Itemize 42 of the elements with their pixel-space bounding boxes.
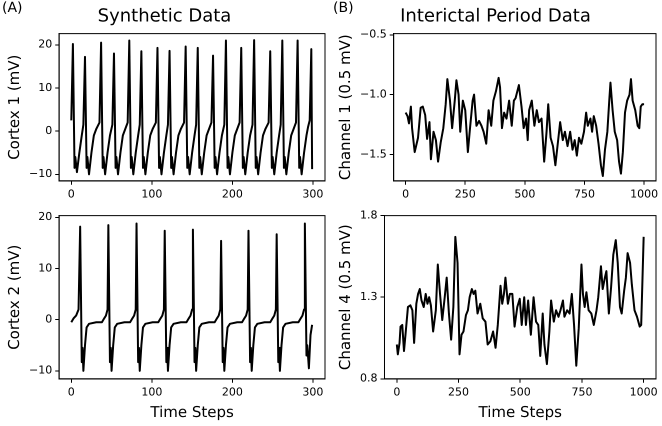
x-tick-label: 300 <box>302 187 324 200</box>
x-tick-label: 300 <box>302 385 324 398</box>
y-tick-label: 0.8 <box>360 372 378 385</box>
x-tick-label: 500 <box>514 187 536 200</box>
x-tick-label: 0 <box>68 385 75 398</box>
y-tick-label: −0.5 <box>360 28 387 41</box>
text: (A) <box>2 0 23 16</box>
chart-title: Synthetic Data <box>98 5 232 26</box>
y-axis-title: Cortex 2 (mV) <box>4 244 23 350</box>
x-tick-label: 200 <box>222 187 243 200</box>
y-tick-label: 0 <box>45 312 52 326</box>
y-tick-label: 1.3 <box>360 290 378 304</box>
x-tick-label: 0 <box>402 187 410 200</box>
y-tick-label: 20 <box>38 210 52 224</box>
chart-title: Interictal Period Data <box>400 5 591 26</box>
y-axis-title: Cortex 1 (mV) <box>4 54 23 160</box>
y-axis-title: Channel 4 (0.5 mV) <box>336 224 354 370</box>
y-tick-label: 10 <box>38 261 52 274</box>
x-tick-label: 500 <box>510 385 531 398</box>
y-tick-label: 20 <box>38 38 52 51</box>
y-tick-label: 10 <box>38 80 52 94</box>
x-tick-label: 100 <box>141 187 162 200</box>
x-tick-label: 0 <box>68 187 75 200</box>
x-tick-label: 0 <box>393 385 400 398</box>
y-tick-label: −1.5 <box>360 147 387 160</box>
x-tick-label: 750 <box>571 385 592 398</box>
y-tick-label: 1.8 <box>360 208 378 222</box>
y-tick-label: −1.0 <box>360 87 387 100</box>
x-tick-label: 250 <box>454 187 476 200</box>
x-tick-label: 1000 <box>630 385 658 398</box>
x-axis-title: Time Steps <box>478 402 562 421</box>
x-tick-label: 1000 <box>630 187 658 200</box>
y-tick-label: −10 <box>28 167 52 180</box>
x-tick-label: 250 <box>448 385 470 398</box>
y-tick-label: −10 <box>28 364 52 377</box>
x-tick-label: 200 <box>222 385 243 398</box>
x-tick-label: 750 <box>574 187 595 200</box>
y-tick-label: 0 <box>45 124 52 138</box>
text: (B) <box>333 0 354 16</box>
x-tick-label: 100 <box>141 385 162 398</box>
x-axis-title: Time Steps <box>149 402 234 421</box>
y-axis-title: Channel 1 (0.5 mV) <box>336 34 354 180</box>
